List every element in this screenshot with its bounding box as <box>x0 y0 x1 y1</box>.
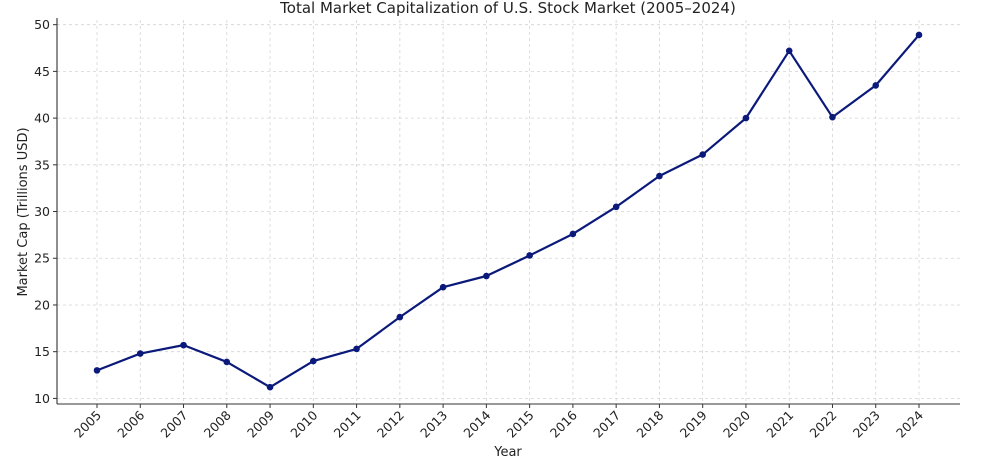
x-tick-label: 2017 <box>590 408 623 441</box>
y-tick-label: 30 <box>34 204 50 219</box>
data-point <box>829 113 836 121</box>
data-point <box>569 230 577 238</box>
y-tick-label: 25 <box>34 251 50 266</box>
data-point <box>223 358 231 366</box>
data-point <box>915 31 923 39</box>
chart-title: Total Market Capitalization of U.S. Stoc… <box>279 0 736 17</box>
axes: 10 15 20 25 30 35 40 45 50 2005 2006 2007 2008 2009 20… <box>34 17 960 441</box>
x-tick-label: 2022 <box>806 408 839 441</box>
y-tick-label: 40 <box>34 111 50 126</box>
x-tick-label: 2018 <box>633 407 666 440</box>
data-point <box>785 47 793 55</box>
x-tick-label: 2012 <box>374 408 407 441</box>
y-tick-label: 15 <box>34 344 50 359</box>
y-tick-label: 20 <box>34 297 50 312</box>
x-tick-label: 2015 <box>504 408 537 441</box>
data-point <box>136 350 144 357</box>
series-line <box>95 33 921 389</box>
data-point <box>180 341 187 349</box>
x-tick-label: 2013 <box>417 408 450 441</box>
data-point <box>310 357 317 365</box>
x-tick-label: 2010 <box>287 407 320 440</box>
data-point <box>699 151 706 158</box>
data-point <box>483 272 490 280</box>
data-point <box>266 383 274 391</box>
x-tick-label: 2009 <box>244 407 277 440</box>
data-point <box>353 345 360 353</box>
x-tick-label: 2021 <box>763 408 796 441</box>
x-tick-label: 2006 <box>114 407 147 440</box>
x-tick-label: 2011 <box>331 408 364 441</box>
x-tick-label: 2008 <box>201 407 234 440</box>
y-tick-label: 45 <box>34 64 50 79</box>
data-point <box>612 203 620 211</box>
y-tick-label: 10 <box>34 391 50 406</box>
x-axis-label: Year <box>493 445 522 460</box>
x-tick-label: 2005 <box>71 408 104 441</box>
x-tick-label: 2023 <box>850 408 883 441</box>
data-point <box>93 367 101 374</box>
data-point <box>656 172 663 180</box>
data-point <box>439 283 447 291</box>
data-point <box>526 252 533 259</box>
x-tick-label: 2020 <box>720 407 753 440</box>
x-tick-label: 2024 <box>893 407 926 440</box>
x-tick-label: 2016 <box>547 407 580 440</box>
x-tick-label: 2014 <box>460 407 493 440</box>
data-point <box>742 114 750 122</box>
x-tick-label: 2019 <box>677 407 710 440</box>
y-axis-label: Market Cap (Trillions USD) <box>16 127 31 296</box>
x-tick-label: 2007 <box>158 408 191 441</box>
grid <box>57 20 960 404</box>
y-tick-label: 50 <box>34 17 50 32</box>
y-tick-label: 35 <box>34 157 50 172</box>
data-point <box>396 313 404 321</box>
data-point <box>872 82 880 89</box>
series-layer <box>93 31 923 391</box>
